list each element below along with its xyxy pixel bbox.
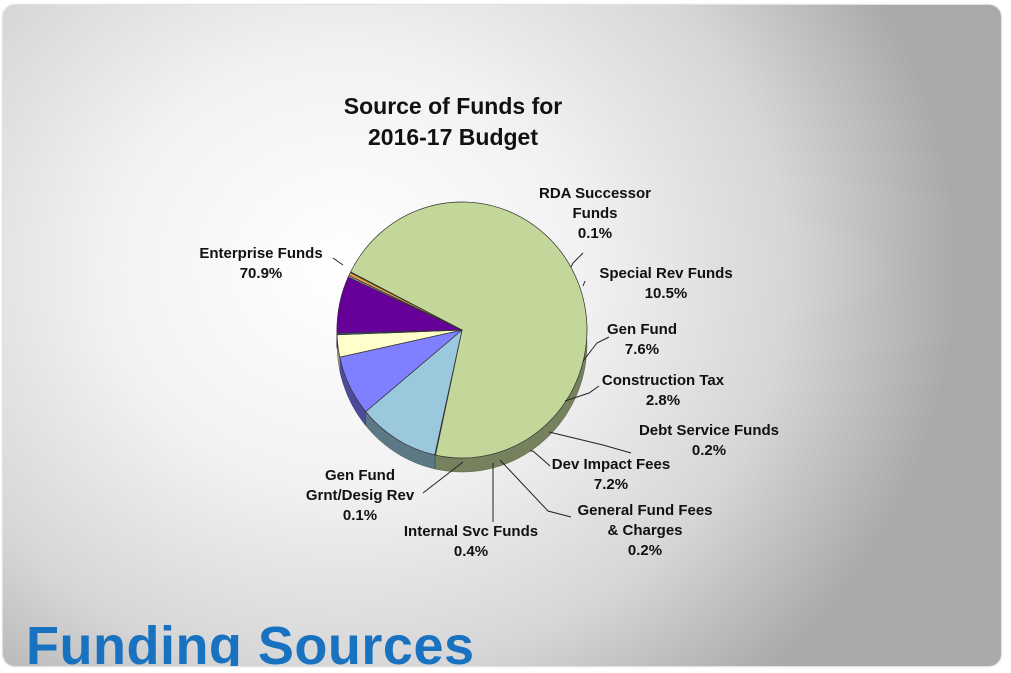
leader-line-6 — [530, 450, 551, 467]
leader-line-0 — [332, 257, 344, 266]
slide-title: Funding Sources — [26, 616, 475, 666]
pie-chart — [332, 201, 632, 522]
slide-panel: Source of Funds for 2016-17 Budget Enter… — [3, 5, 1001, 666]
data-label-enterprise-funds: Enterprise Funds 70.9% — [199, 245, 323, 282]
leader-line-3 — [582, 336, 610, 362]
leader-line-5 — [548, 431, 632, 454]
data-label-internal-svc-funds: Internal Svc Funds 0.4% — [403, 523, 539, 560]
pie-slice-0 — [350, 201, 588, 459]
data-label-rda-successor-funds: RDA Successor Funds 0.1% — [539, 185, 651, 242]
leader-line-2 — [582, 280, 586, 287]
data-label-dev-impact-fees: Dev Impact Fees 7.2% — [551, 456, 671, 493]
data-label-construction-tax: Construction Tax 2.8% — [601, 372, 725, 409]
data-label-gen-fund-grnt-desig-rev: Gen Fund Grnt/Desig Rev 0.1% — [305, 467, 415, 524]
pie-slice-2 — [365, 329, 463, 456]
leader-line-9 — [422, 461, 464, 494]
chart-title-line-1: Source of Funds for — [343, 93, 563, 119]
data-label-special-rev-funds: Special Rev Funds 10.5% — [599, 265, 733, 302]
data-label-debt-service-funds: Debt Service Funds 0.2% — [638, 422, 780, 459]
pie-slice-9 — [349, 271, 463, 331]
leader-line-7 — [499, 459, 572, 518]
data-label-gen-fund: Gen Fund 7.6% — [607, 321, 677, 358]
chart-title: Source of Funds for 2016-17 Budget — [303, 91, 603, 153]
chart-title-line-2: 2016-17 Budget — [367, 124, 538, 150]
data-label-general-fund-fees: General Fund Fees & Charges 0.2% — [577, 502, 713, 559]
leader-line-1 — [570, 252, 584, 268]
leader-line-4 — [564, 385, 600, 402]
